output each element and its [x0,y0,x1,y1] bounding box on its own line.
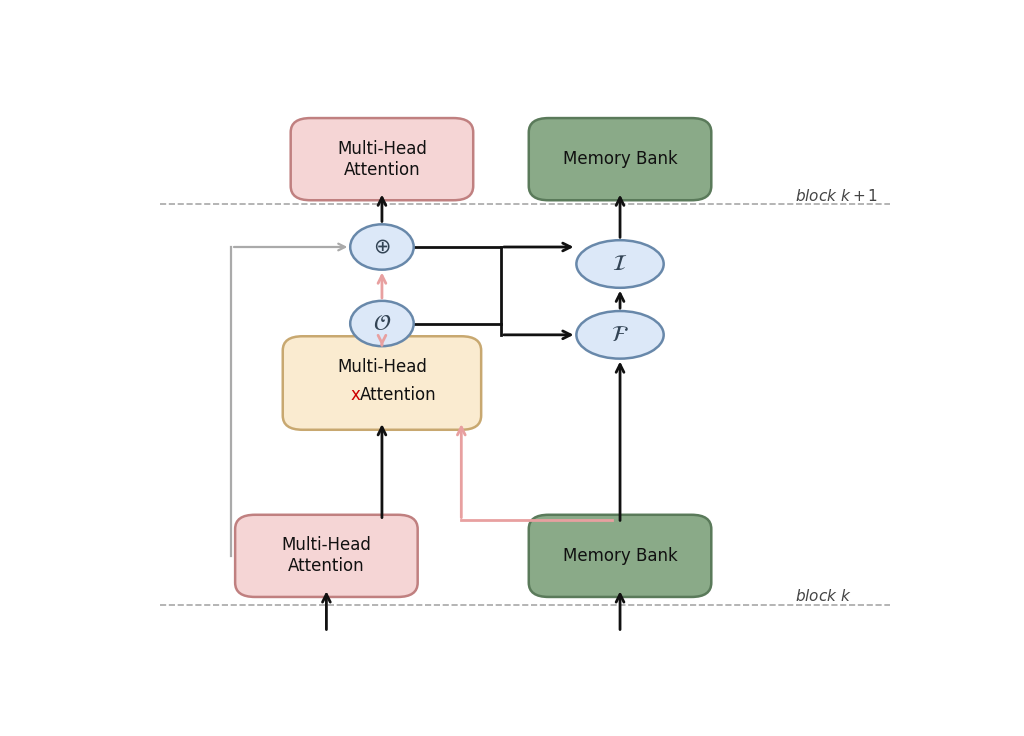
FancyBboxPatch shape [528,118,712,200]
FancyBboxPatch shape [236,514,418,597]
Text: $\mathcal{F}$: $\mathcal{F}$ [611,325,629,345]
Text: Multi-Head
Attention: Multi-Head Attention [282,537,372,576]
Circle shape [350,224,414,269]
Ellipse shape [577,240,664,288]
Text: Attention: Attention [359,386,436,405]
FancyBboxPatch shape [283,336,481,430]
Text: Memory Bank: Memory Bank [562,547,678,565]
Circle shape [350,301,414,346]
Text: x: x [351,386,360,405]
Text: Multi-Head
Attention: Multi-Head Attention [337,140,427,179]
Text: block $k$: block $k$ [795,587,851,604]
Text: block $k+1$: block $k+1$ [795,188,878,204]
Text: Multi-Head: Multi-Head [337,358,427,376]
Text: $\oplus$: $\oplus$ [373,237,391,257]
Ellipse shape [577,311,664,358]
Text: Memory Bank: Memory Bank [562,150,678,168]
FancyBboxPatch shape [291,118,473,200]
Text: $\mathcal{I}$: $\mathcal{I}$ [612,254,628,274]
FancyBboxPatch shape [528,514,712,597]
Text: $\mathcal{O}$: $\mathcal{O}$ [373,314,391,333]
